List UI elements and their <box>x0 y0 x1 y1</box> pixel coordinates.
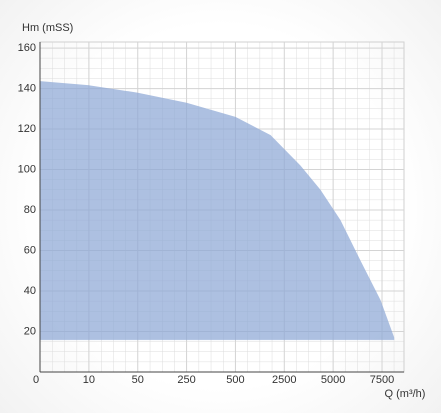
x-tick-label: 10 <box>83 374 95 386</box>
y-tick-label: 120 <box>18 123 36 135</box>
x-tick-label: 2500 <box>272 374 296 386</box>
y-tick-label: 20 <box>24 325 36 337</box>
y-tick-label: 40 <box>24 285 36 297</box>
x-tick-label: 500 <box>226 374 244 386</box>
y-tick-label: 60 <box>24 244 36 256</box>
x-axis-title: Q (m³/h) <box>385 388 426 400</box>
y-tick-label: 100 <box>18 163 36 175</box>
x-tick-label: 7500 <box>370 374 394 386</box>
x-tick-label: 50 <box>132 374 144 386</box>
x-tick-label: 5000 <box>321 374 345 386</box>
y-tick-label: 160 <box>18 42 36 54</box>
area-fill <box>40 81 395 340</box>
y-tick-label: 80 <box>24 204 36 216</box>
x-tick-label: 250 <box>177 374 195 386</box>
y-axis-title: Hm (mSS) <box>22 22 73 34</box>
x-tick-label: 0 <box>33 374 39 386</box>
y-tick-label: 140 <box>18 82 36 94</box>
